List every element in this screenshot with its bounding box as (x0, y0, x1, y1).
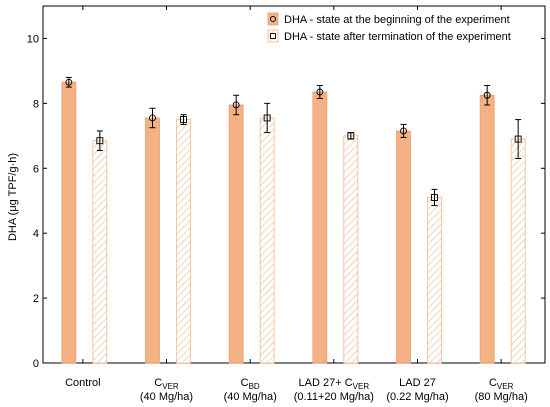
bar-series2 (176, 119, 191, 364)
x-tick-label-line2: (40 Mg/ha) (224, 391, 277, 403)
legend-marker-square (270, 33, 276, 39)
y-tick-label: 0 (33, 358, 39, 370)
x-tick-label: Control (65, 377, 100, 389)
bar-series2 (510, 138, 526, 364)
x-tick-label-line2: (80 Mg/ha) (475, 391, 528, 403)
bar-series2 (427, 197, 442, 364)
x-tick-label-line2: (0.22 Mg/ha) (386, 391, 448, 403)
x-tick-label: CVER (489, 377, 514, 391)
x-tick-label-line2: (40 Mg/ha) (140, 391, 193, 403)
point-marker-circle (65, 78, 73, 86)
legend-swatch (267, 12, 279, 26)
legend-marker-circle (269, 15, 277, 23)
point-marker-square (347, 132, 355, 140)
y-tick-label: 6 (33, 163, 39, 175)
x-tick-label: LAD 27+ CVER (299, 377, 370, 391)
bar-series2 (259, 117, 275, 364)
point-marker-circle (149, 114, 156, 122)
x-tick-label: LAD 27 (399, 377, 436, 389)
x-tick-label-line2: (0.11+20 Mg/ha) (294, 391, 374, 403)
point-marker-square (431, 194, 438, 201)
point-marker-square (514, 135, 522, 143)
bar-series1 (145, 117, 160, 364)
bar-series2 (92, 140, 108, 364)
x-tick-label: CVER (154, 377, 179, 391)
bar-series1 (479, 94, 495, 364)
point-marker-circle (232, 101, 240, 109)
bar-series1 (228, 104, 244, 364)
point-marker-circle (483, 91, 491, 99)
point-marker-circle (316, 88, 324, 96)
y-tick-label: 2 (33, 293, 39, 305)
legend-label: DHA - state at the beginning of the expe… (284, 14, 510, 26)
point-marker-circle (400, 127, 407, 135)
bar-series1 (61, 81, 77, 364)
legend-swatch (267, 29, 279, 43)
x-tick-label: CBD (241, 377, 260, 391)
plot-frame (42, 5, 546, 364)
bar-series1 (396, 130, 411, 364)
point-marker-square (263, 114, 271, 122)
bar-series1 (312, 91, 328, 364)
bar-series2 (343, 135, 359, 364)
legend-label: DHA - state after termination of the exp… (284, 31, 511, 43)
y-tick-label: 8 (33, 98, 39, 110)
point-marker-square (96, 137, 104, 145)
y-tick-label: 4 (33, 228, 39, 240)
y-axis-title: DHA (μg TPF/g·h) (7, 153, 19, 241)
y-tick-label: 10 (27, 33, 39, 45)
point-marker-square (180, 116, 187, 124)
